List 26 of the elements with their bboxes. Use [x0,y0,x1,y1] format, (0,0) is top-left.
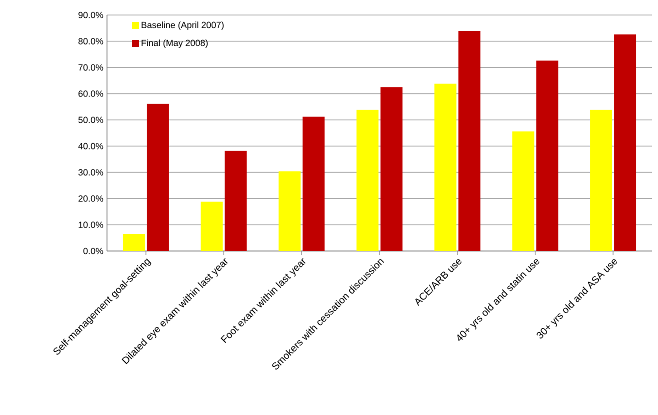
bar [356,110,379,251]
bar [122,234,145,251]
bar [278,171,301,251]
bar [512,131,534,251]
y-tick-label: 40.0% [78,142,104,150]
bar [590,110,612,251]
y-tick-label: 20.0% [78,195,104,202]
y-tick-label: 70.0% [78,64,104,71]
legend-label: Baseline (April 2007) [142,22,224,30]
legend-label: Final (May 2008) [142,40,208,48]
bar [434,84,456,251]
bar [536,60,558,251]
y-tick-label: 0.0% [83,248,104,254]
y-tick-label: 60.0% [78,90,104,97]
y-tick-label: 50.0% [78,116,104,124]
bar [302,116,325,251]
bar [614,34,636,251]
bar [200,202,223,251]
y-tick-label: 10.0% [78,222,104,228]
y-tick-label: 90.0% [78,12,104,18]
bar [380,87,402,251]
y-tick-label: 30.0% [78,169,104,176]
y-tick-label: 80.0% [78,38,104,44]
bar [146,104,169,251]
bar [224,150,247,251]
bar [458,31,480,251]
